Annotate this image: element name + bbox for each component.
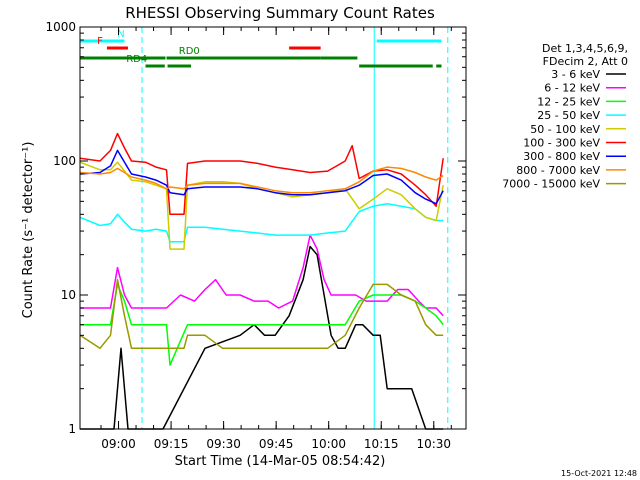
legend-label-50-100-kev: 50 - 100 keV bbox=[530, 123, 600, 136]
series-line-100-300-kev bbox=[79, 132, 444, 216]
chart-title: RHESSI Observing Summary Count Rates bbox=[125, 4, 435, 22]
x-tick-label: 10:30 bbox=[416, 437, 451, 451]
legend-label-6-12-kev: 6 - 12 keV bbox=[544, 82, 600, 95]
y-tick-label: 1 bbox=[68, 422, 76, 436]
status-label-n: N bbox=[117, 29, 124, 40]
status-label-rd0: RD0 bbox=[179, 46, 200, 57]
x-tick-label: 09:30 bbox=[206, 437, 241, 451]
series-line-12-25-kev bbox=[80, 283, 444, 366]
y-axis-label: Count Rate (s⁻¹ detector⁻¹) bbox=[21, 142, 36, 319]
y-tick-label: 100 bbox=[53, 154, 76, 168]
series-line-800-7000-kev bbox=[79, 166, 444, 194]
status-label-rd4: RD4 bbox=[126, 54, 147, 65]
status-bars: N F RD0 RD4 bbox=[80, 29, 442, 68]
x-tick-label: 09:15 bbox=[154, 437, 189, 451]
legend-label-100-300-kev: 100 - 300 keV bbox=[523, 137, 600, 150]
x-tick-label: 10:00 bbox=[311, 437, 346, 451]
series-line-7000-15000-kev bbox=[79, 278, 444, 350]
y-axis-ticks: 1 10 100 1000 bbox=[45, 20, 466, 436]
legend-header-line: Det 1,3,4,5,6,9, bbox=[542, 42, 628, 55]
legend-label-25-50-kev: 25 - 50 keV bbox=[537, 109, 600, 122]
x-axis-ticks: 09:00 09:15 09:30 09:45 10:00 10:15 10:30 bbox=[100, 27, 452, 451]
x-tick-label: 10:15 bbox=[364, 437, 399, 451]
legend-label-300-800-kev: 300 - 800 keV bbox=[523, 150, 600, 163]
legend: Det 1,3,4,5,6,9,FDecim 2, Att 03 - 6 keV… bbox=[502, 42, 628, 191]
series-line-300-800-kev bbox=[79, 149, 444, 205]
y-tick-label: 1000 bbox=[45, 20, 76, 34]
series-line-6-12-kev bbox=[80, 234, 444, 317]
legend-label-800-7000-kev: 800 - 7000 keV bbox=[516, 164, 600, 177]
date-stamp: 15-Oct-2021 12:48 bbox=[561, 469, 637, 478]
series-lines bbox=[79, 132, 444, 430]
legend-label-7000-15000-kev: 7000 - 15000 keV bbox=[502, 178, 600, 191]
series-line-25-50-kev bbox=[79, 202, 444, 243]
legend-header-line: FDecim 2, Att 0 bbox=[543, 55, 628, 68]
y-tick-label: 10 bbox=[61, 288, 76, 302]
legend-label-3-6-kev: 3 - 6 keV bbox=[551, 68, 600, 81]
status-label-f: F bbox=[97, 36, 103, 47]
x-tick-label: 09:45 bbox=[259, 437, 294, 451]
plot-frame bbox=[79, 26, 467, 430]
legend-label-12-25-kev: 12 - 25 keV bbox=[537, 95, 600, 108]
x-axis-label: Start Time (14-Mar-05 08:54:42) bbox=[175, 454, 386, 469]
x-tick-label: 09:00 bbox=[101, 437, 136, 451]
